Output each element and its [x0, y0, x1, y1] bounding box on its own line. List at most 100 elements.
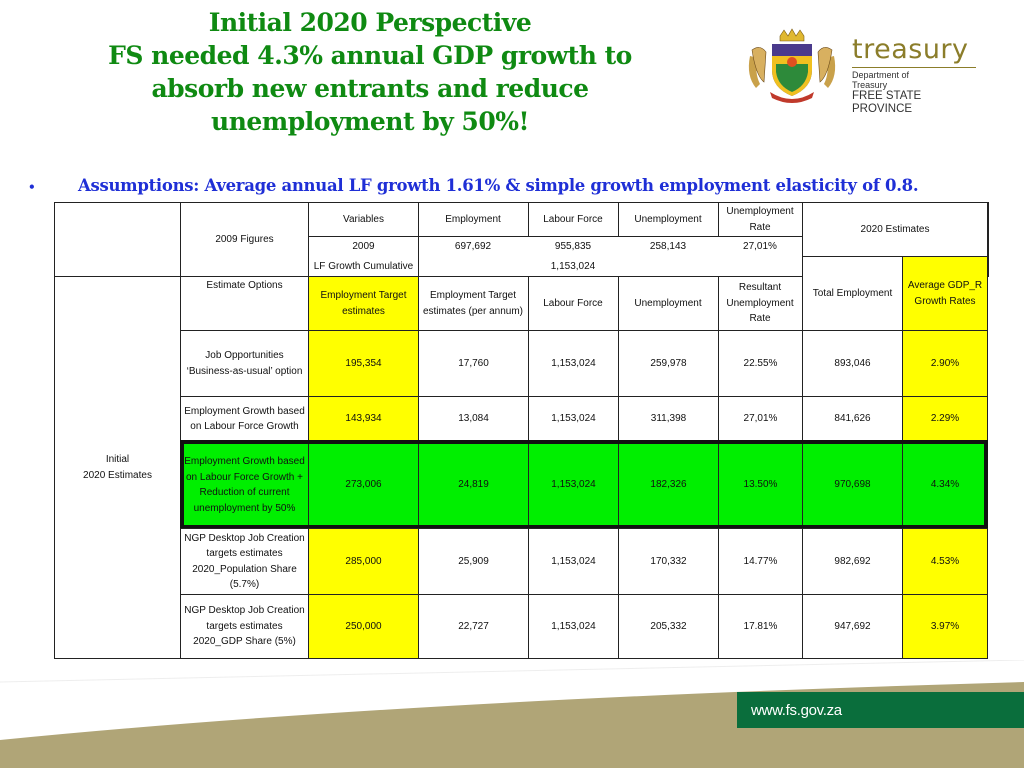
row-3-unemployment: 170,332	[618, 528, 719, 595]
sub-avg-gdp: Average GDP_R Growth Rates	[902, 256, 988, 331]
row-3-total-employment-value: 982,692	[834, 555, 871, 567]
logo-text: treasury Department of Treasury FREE STA…	[852, 36, 980, 116]
group-label-cell: Initial 2020 Estimates	[54, 276, 181, 659]
logo-sub-1: Department of	[852, 70, 910, 80]
row-4-target-value: 250,000	[345, 620, 382, 632]
row-2-unemployment-value: 182,326	[650, 479, 687, 491]
row-4-option: NGP Desktop Job Creation targets estimat…	[180, 594, 309, 659]
row-4-gdp-value: 3.97%	[930, 620, 960, 632]
row-0-target: 195,354	[308, 330, 419, 397]
header-variables: Variables	[308, 202, 419, 237]
row-0-labour-force: 1,153,024	[528, 330, 619, 397]
sub-total-employment: Total Employment	[802, 256, 903, 331]
row-2-target-pa-value: 24,819	[458, 479, 489, 491]
row-0-total-employment-value: 893,046	[834, 357, 871, 369]
row-4-rate-value: 17.81%	[743, 620, 778, 632]
row-2009-unemployment-value: 258,143	[649, 240, 687, 252]
row-1-option: Employment Growth based on Labour Force …	[180, 396, 309, 442]
lf-growth-value-cell: 1,153,024	[528, 257, 618, 277]
logo-sub-2: Treasury	[852, 80, 888, 90]
sub-estimate-options: Estimate Options	[180, 276, 309, 331]
row-1-unemployment-value: 311,398	[650, 413, 687, 425]
row-1-target-value: 143,934	[345, 413, 382, 425]
row-4-labour-force: 1,153,024	[528, 594, 619, 659]
treasury-logo: treasury Department of Treasury FREE STA…	[740, 24, 980, 115]
row-0-total-employment: 893,046	[802, 330, 903, 397]
sub-unemployment-label: Unemployment	[634, 297, 702, 309]
header-unemployment-rate: Unemployment Rate	[718, 202, 803, 237]
row-4-target: 250,000	[308, 594, 419, 659]
row-2-labour-force-value: 1,153,024	[551, 479, 596, 491]
row-2-target-pa: 24,819	[418, 442, 529, 528]
row-1-unemployment: 311,398	[618, 396, 719, 442]
logo-province: FREE STATE PROVINCE	[852, 90, 922, 115]
figures-2009-label: 2009 Figures	[215, 233, 274, 245]
sub-resultant-rate-label: Resultant Unemployment Rate	[726, 282, 794, 325]
row-2009-rate: 27,01%	[718, 236, 802, 256]
row-3-target: 285,000	[308, 528, 419, 595]
row-3-labour-force: 1,153,024	[528, 528, 619, 595]
row-2009-label-cell: 2009 LF Growth Cumulative	[308, 236, 419, 277]
row-4-unemployment-value: 205,332	[650, 620, 687, 632]
sub-employment-target-label: Employment Target estimates	[320, 290, 407, 317]
estimates-table: 2009 Figures Variables Employment Labour…	[54, 202, 989, 659]
row-2-gdp: 4.34%	[902, 442, 988, 528]
row-2009-rate-value: 27,01%	[743, 240, 777, 252]
header-unemployment-rate-label: Unemployment Rate	[726, 206, 794, 233]
row-1-rate-value: 27,01%	[743, 413, 778, 425]
row-2009-employment-value: 697,692	[454, 240, 492, 252]
sub-employment-target-pa: Employment Target estimates (per annum)	[418, 276, 529, 331]
group-label-line-1: Initial	[105, 454, 130, 465]
row-1-target: 143,934	[308, 396, 419, 442]
header-employment-label: Employment	[445, 213, 501, 225]
row-2009-unemployment: 258,143	[618, 236, 718, 256]
row-3-option: NGP Desktop Job Creation targets estimat…	[180, 528, 309, 595]
row-0-unemployment-value: 259,978	[650, 357, 687, 369]
row-1-target-pa-value: 13,084	[458, 413, 489, 425]
figures-2009-cell: 2009 Figures	[180, 202, 309, 277]
row-1-total-employment: 841,626	[802, 396, 903, 442]
blank-header-cell	[54, 202, 181, 277]
title-line-2: FS needed 4.3% annual GDP growth to	[108, 41, 632, 70]
row-3-gdp-value: 4.53%	[930, 555, 960, 567]
website-link[interactable]: www.fs.gov.za	[737, 692, 1024, 728]
sub-total-employment-label: Total Employment	[812, 287, 893, 299]
slide-title: Initial 2020 Perspective FS needed 4.3% …	[30, 6, 710, 138]
row-1-labour-force: 1,153,024	[528, 396, 619, 442]
bullet-icon: •	[28, 179, 36, 194]
sub-employment-target-pa-label: Employment Target estimates (per annum)	[422, 290, 524, 317]
row-2-option: Employment Growth based on Labour Force …	[180, 442, 309, 528]
header-2020-estimates-label: 2020 Estimates	[860, 223, 930, 235]
row-3-option-label: NGP Desktop Job Creation targets estimat…	[184, 532, 305, 591]
row-3-target-pa: 25,909	[418, 528, 529, 595]
row-2-rate-value: 13.50%	[743, 479, 778, 491]
coat-of-arms-icon	[748, 28, 836, 103]
row-2-target: 273,006	[308, 442, 419, 528]
row-3-target-pa-value: 25,909	[458, 555, 489, 567]
row-2-target-value: 273,006	[345, 479, 382, 491]
row-1-option-label: Employment Growth based on Labour Force …	[184, 405, 305, 433]
group-label-line-2: 2020 Estimates	[83, 469, 152, 481]
row-3-labour-force-value: 1,153,024	[551, 555, 596, 567]
row-1-rate: 27,01%	[718, 396, 803, 442]
row-4-labour-force-value: 1,153,024	[551, 620, 596, 632]
row-2009-employment: 697,692	[418, 236, 528, 256]
row-0-option-label: Job Opportunities ‘Business-as-usual’ op…	[186, 350, 303, 377]
title-line-4: unemployment by 50%!	[211, 107, 529, 136]
row-3-rate-value: 14.77%	[743, 555, 778, 567]
sub-employment-target: Employment Target estimates	[308, 276, 419, 331]
row-4-total-employment: 947,692	[802, 594, 903, 659]
row-2-labour-force: 1,153,024	[528, 442, 619, 528]
header-unemployment-label: Unemployment	[634, 213, 702, 225]
row-1-gdp: 2.29%	[902, 396, 988, 442]
title-line-3: absorb new entrants and reduce	[151, 74, 589, 103]
header-2020-estimates: 2020 Estimates	[802, 202, 988, 257]
row-4-gdp: 3.97%	[902, 594, 988, 659]
row-1-target-pa: 13,084	[418, 396, 529, 442]
assumptions-text: Assumptions: Average annual LF growth 1.…	[78, 176, 919, 195]
sub-labour-force: Labour Force	[528, 276, 619, 331]
row-3-gdp: 4.53%	[902, 528, 988, 595]
row-4-option-label: NGP Desktop Job Creation targets estimat…	[184, 605, 305, 648]
row-4-total-employment-value: 947,692	[834, 620, 871, 632]
header-unemployment: Unemployment	[618, 202, 719, 237]
